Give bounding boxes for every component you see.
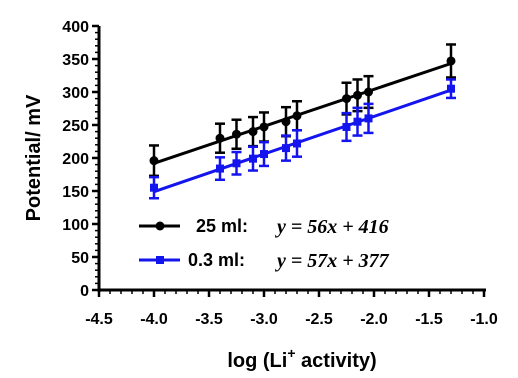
y-tick-label: 0 — [80, 283, 89, 300]
series-1 — [149, 78, 456, 200]
data-point — [232, 159, 241, 168]
data-point — [249, 154, 257, 163]
y-tick-label: 50 — [71, 250, 89, 267]
x-tick-label: -2.5 — [305, 311, 333, 328]
x-tick-label: -1.5 — [415, 311, 443, 328]
legend-label-0-3ml: 0.3 ml: — [188, 250, 245, 270]
data-point — [216, 164, 224, 173]
data-point — [248, 127, 258, 137]
y-axis-label: Potential/ mV — [23, 94, 45, 221]
data-point — [281, 117, 291, 127]
data-point — [215, 133, 225, 143]
data-point — [446, 56, 456, 66]
y-tick-label: 200 — [62, 151, 89, 168]
data-point — [364, 114, 373, 123]
data-point — [292, 111, 302, 121]
data-point — [447, 84, 455, 93]
data-point — [149, 156, 159, 166]
fit-line — [153, 88, 452, 194]
y-tick-label: 150 — [62, 184, 89, 201]
y-ticks: 0 50 100 150 200 250 300 350 400 — [62, 19, 99, 300]
y-tick-label: 350 — [62, 52, 89, 69]
data-point — [353, 90, 362, 100]
y-tick-label: 300 — [62, 85, 89, 102]
data-point — [282, 144, 290, 153]
x-tick-label: -3.5 — [195, 311, 223, 328]
data-point — [364, 87, 373, 97]
y-tick-label: 250 — [62, 118, 89, 135]
x-axis-label-main: log (Li — [227, 350, 287, 372]
x-axis-label: log (Li+ activity) — [227, 345, 376, 372]
data-point — [232, 129, 241, 139]
data-point — [150, 183, 158, 192]
y-tick-label: 100 — [62, 217, 89, 234]
data-point — [342, 122, 351, 131]
x-axis-label-tail: activity) — [296, 350, 377, 372]
legend-item-25ml: 25 ml: y = 56x + 416 — [139, 216, 389, 238]
x-tick-label: -2.0 — [360, 311, 388, 328]
legend-label-25ml: 25 ml: — [196, 216, 248, 236]
series-layer — [149, 43, 456, 200]
data-point — [260, 150, 268, 159]
legend-equation-0-3ml: y = 57x + 377 — [275, 250, 390, 272]
legend-marker-0-3ml — [156, 256, 164, 264]
data-point — [353, 117, 362, 126]
legend-marker-25ml — [155, 221, 165, 231]
series-0 — [149, 43, 456, 178]
fit-line — [153, 62, 452, 165]
data-point — [342, 94, 351, 104]
legend-equation-25ml: y = 56x + 416 — [275, 216, 389, 238]
x-tick-label: -3.0 — [250, 311, 278, 328]
x-axis-label-sup: + — [287, 345, 295, 361]
x-tick-label: -4.0 — [140, 311, 168, 328]
legend: 25 ml: y = 56x + 416 0.3 ml: y = 57x + 3… — [139, 216, 390, 272]
legend-item-0-3ml: 0.3 ml: y = 57x + 377 — [139, 250, 390, 272]
y-tick-label: 400 — [62, 19, 89, 36]
x-tick-label: -4.5 — [85, 311, 113, 328]
x-tick-label: -1.0 — [470, 311, 498, 328]
data-point — [259, 122, 269, 132]
x-ticks: -4.5 -4.0 -3.5 -3.0 -2.5 -2.0 -1.5 -1.0 — [85, 290, 498, 328]
data-point — [293, 139, 301, 148]
